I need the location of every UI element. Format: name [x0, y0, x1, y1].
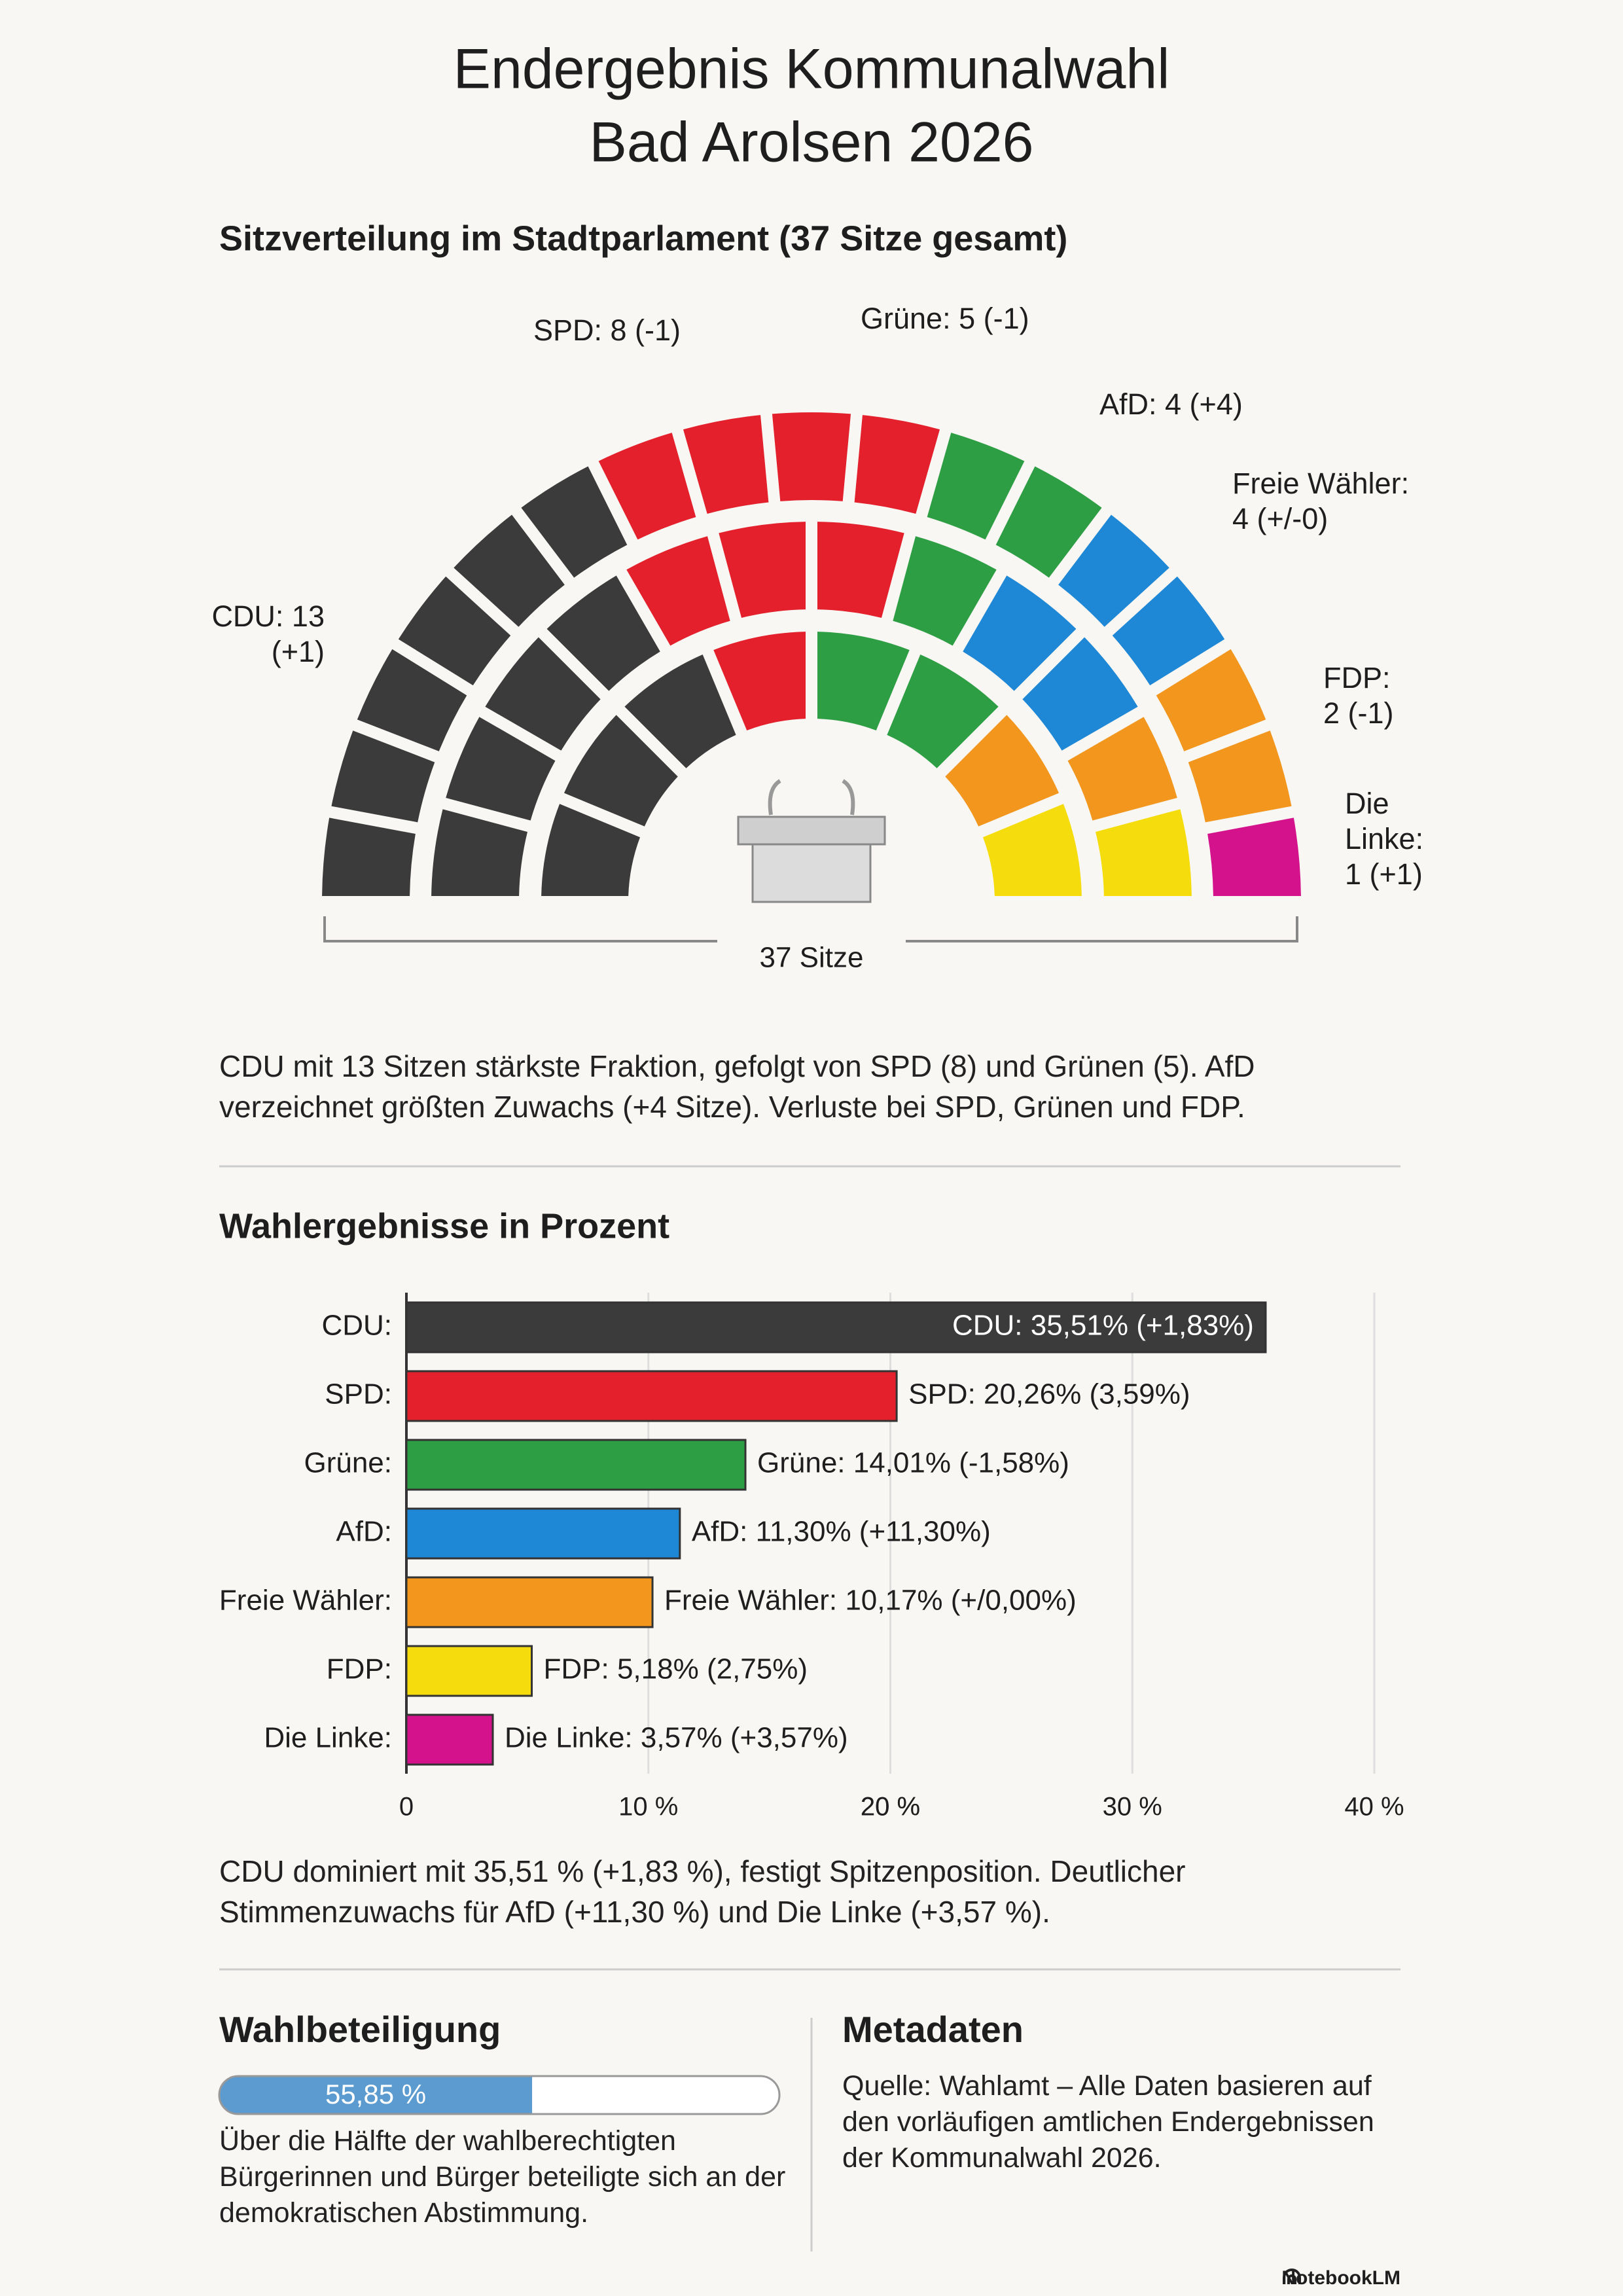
category-label: Freie Wähler: [219, 1585, 392, 1617]
category-label: CDU: [321, 1310, 392, 1342]
podium [737, 779, 886, 903]
seat [331, 730, 435, 823]
title-line: Endergebnis Kommunalwahl [454, 38, 1170, 101]
value-label: Die Linke: 3,57% (+3,57%) [505, 1722, 848, 1754]
section-title: Metadaten [842, 2009, 1024, 2050]
seat-label: 4 (+/-0) [1232, 502, 1328, 535]
seat [521, 466, 628, 578]
value-label: SPD: 20,26% (3,59%) [908, 1378, 1190, 1410]
seat [546, 575, 660, 691]
seat [713, 632, 806, 731]
bar [405, 1301, 1267, 1354]
seat-label: CDU: 13 [211, 600, 325, 633]
seat [626, 536, 730, 646]
results-summary: CDU dominiert mit 35,51 % (+1,83 %), fes… [219, 1854, 1186, 1929]
seat-label: FDP: [1323, 661, 1391, 694]
seat [887, 654, 999, 768]
seat [431, 809, 527, 897]
title-line: Bad Arolsen 2026 [590, 111, 1034, 174]
category-label: SPD: [325, 1378, 392, 1410]
value-label: Freie Wähler: 10,17% (+/0,00%) [664, 1585, 1077, 1617]
bracket [323, 916, 1298, 942]
seat-label: SPD: 8 (-1) [533, 314, 681, 347]
seat [454, 514, 565, 627]
seat [1112, 576, 1225, 686]
value-label: CDU: 35,51% (+1,83%) [952, 1310, 1254, 1342]
seat [541, 804, 641, 897]
seat-label: AfD: 4 (+4) [1099, 387, 1243, 421]
x-tick-label: 0 [399, 1793, 414, 1821]
category-label: Grüne: [304, 1447, 392, 1479]
seat [485, 637, 601, 751]
section-title: Wahlergebnisse in Prozent [219, 1206, 669, 1246]
seat-label: 2 (-1) [1323, 696, 1394, 730]
seat [1188, 730, 1292, 823]
seat-label: Linke: [1345, 822, 1423, 855]
seat [817, 632, 910, 731]
seat [563, 715, 678, 827]
section-title: Sitzverteilung im Stadtparlament (37 Sit… [219, 219, 1067, 258]
seat [357, 649, 467, 751]
bar [405, 1507, 681, 1560]
seat [598, 433, 696, 540]
value-label: 55,85 % [325, 2079, 426, 2109]
seat [1096, 809, 1192, 897]
seat [995, 466, 1102, 578]
seat [683, 415, 769, 514]
seat [817, 522, 904, 618]
bar [405, 1576, 654, 1628]
seat [446, 717, 556, 821]
seat [772, 412, 851, 501]
seats-summary: CDU mit 13 Sitzen stärkste Fraktion, gef… [219, 1049, 1255, 1124]
category-label: FDP: [327, 1653, 392, 1685]
x-tick-label: 20 % [861, 1793, 920, 1821]
bar [405, 1439, 747, 1491]
bar [405, 1370, 898, 1422]
seat [322, 817, 416, 897]
value-label: AfD: 11,30% (+11,30%) [692, 1516, 991, 1548]
x-tick-label: 10 % [618, 1793, 678, 1821]
category-label: AfD: [336, 1516, 392, 1548]
seat-label: Die [1345, 787, 1389, 820]
seat [398, 576, 511, 686]
seat [1207, 817, 1301, 897]
seat [1058, 514, 1169, 627]
seat [927, 433, 1025, 540]
value-label: FDP: 5,18% (2,75%) [544, 1653, 808, 1685]
value-label: Grüne: 14,01% (-1,58%) [757, 1447, 1069, 1479]
seat [893, 536, 997, 646]
turnout-text: Über die Hälfte der wahlberechtigten Bür… [219, 2125, 786, 2229]
seat-label: Freie Wähler: [1232, 467, 1409, 500]
progress-fill [219, 2076, 533, 2114]
seat [1022, 637, 1138, 751]
seat [945, 715, 1060, 827]
seat [854, 415, 940, 514]
seat [1067, 717, 1177, 821]
footer: NotebookLM [1281, 2267, 1400, 2289]
x-tick-label: 40 % [1344, 1793, 1404, 1821]
x-tick-label: 20 % [861, 1793, 920, 1821]
x-tick-label: 30 % [1103, 1793, 1162, 1821]
section-title: Wahlbeteiligung [219, 2009, 501, 2050]
seat [963, 575, 1077, 691]
bar [405, 1645, 533, 1697]
metadata-text: Quelle: Wahlamt – Alle Daten basieren au… [842, 2070, 1374, 2174]
category-label: Die Linke: [264, 1722, 392, 1754]
seat [719, 522, 806, 618]
seat-label: (+1) [272, 635, 325, 668]
progress-border [218, 2075, 781, 2115]
total-label: 37 Sitze [760, 942, 864, 974]
bar [405, 1713, 494, 1766]
seat [1156, 649, 1266, 751]
footer-logo [1283, 2269, 1301, 2284]
seat-label: Grüne: 5 (-1) [861, 302, 1029, 335]
seat-label: 1 (+1) [1345, 857, 1423, 891]
seat [624, 654, 736, 768]
seat [982, 804, 1082, 897]
